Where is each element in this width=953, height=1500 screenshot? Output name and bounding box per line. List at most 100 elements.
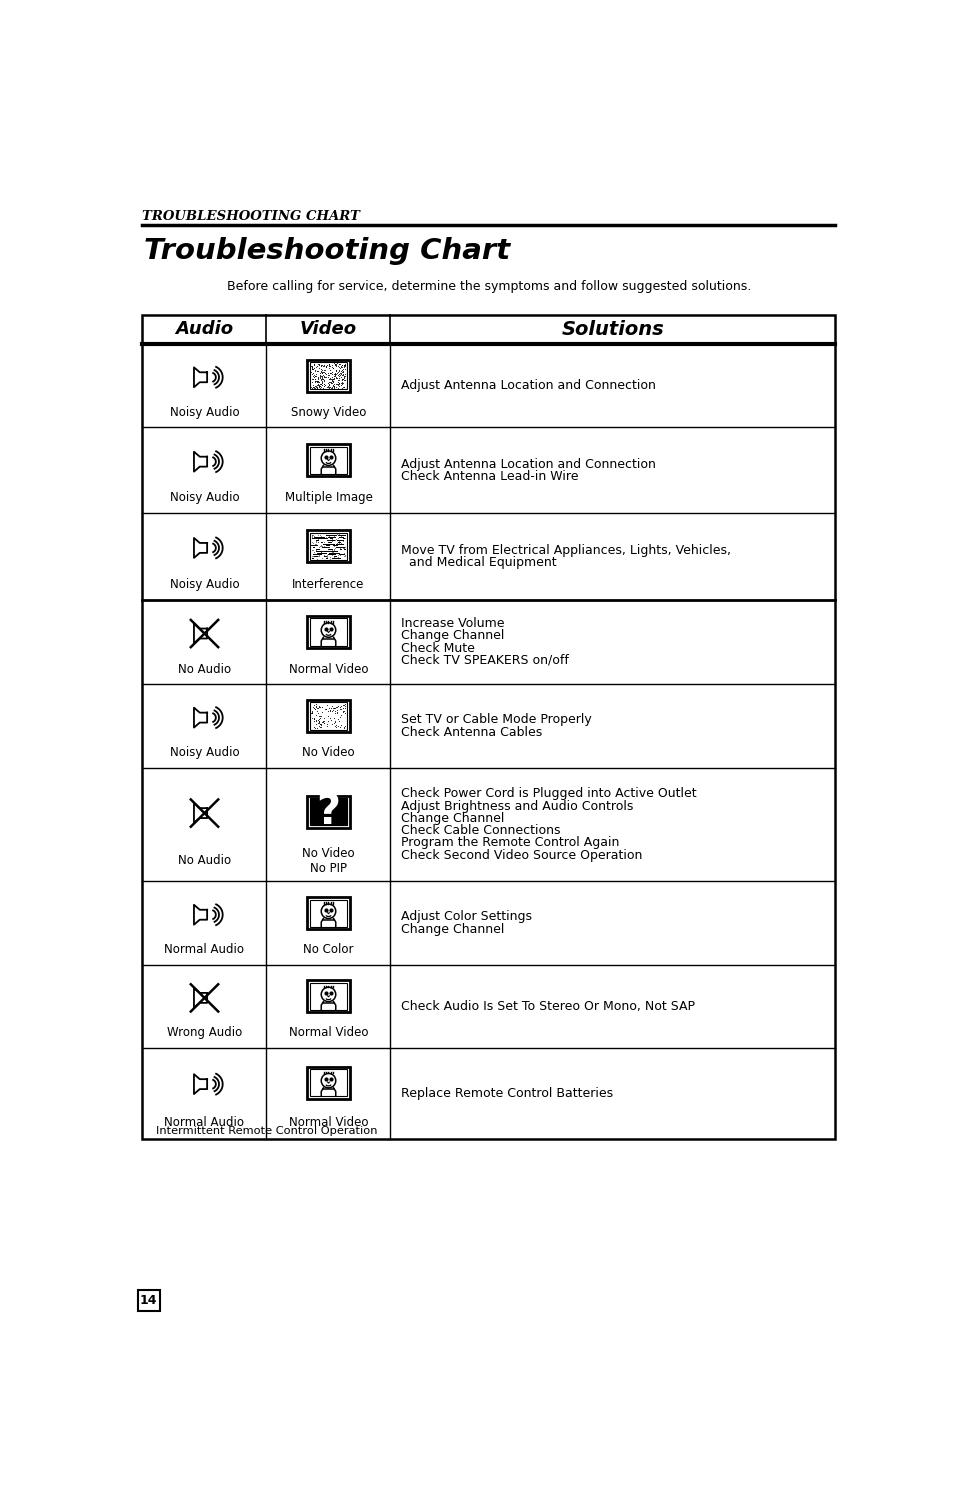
Point: [330, 368, 345, 392]
Point: [325, 374, 340, 398]
Point: [312, 543, 327, 567]
Point: [325, 699, 340, 723]
Point: [314, 358, 329, 382]
Point: [314, 368, 329, 392]
Point: [336, 693, 352, 717]
Point: [332, 537, 347, 561]
Point: [335, 368, 350, 392]
Point: [324, 538, 339, 562]
Point: [303, 375, 318, 399]
Text: Noisy Audio: Noisy Audio: [170, 578, 239, 591]
Point: [324, 525, 339, 549]
Point: [332, 352, 347, 376]
Point: [314, 372, 330, 396]
Point: [316, 352, 332, 376]
Point: [322, 546, 337, 570]
Bar: [307, 795, 350, 828]
Point: [308, 694, 323, 718]
Point: [309, 538, 324, 562]
Point: [307, 358, 322, 382]
Point: [312, 352, 327, 376]
Point: [336, 714, 352, 738]
Point: [319, 375, 335, 399]
Point: [312, 712, 327, 736]
Text: Check Cable Connections: Check Cable Connections: [401, 824, 560, 837]
Point: [307, 360, 322, 384]
Point: [324, 356, 339, 380]
Point: [316, 372, 332, 396]
Text: Noisy Audio: Noisy Audio: [170, 492, 239, 504]
Bar: [307, 444, 350, 476]
Point: [305, 375, 320, 399]
Point: [332, 522, 347, 546]
Point: [305, 357, 320, 381]
Point: [321, 372, 336, 396]
Point: [336, 354, 352, 378]
Point: [312, 364, 327, 388]
Point: [309, 699, 324, 723]
Point: [309, 375, 324, 399]
Point: [304, 357, 319, 381]
Point: [320, 375, 335, 399]
Point: [330, 693, 345, 717]
Point: [329, 366, 344, 390]
Point: [310, 364, 325, 388]
Point: [324, 369, 339, 393]
Point: [309, 374, 324, 398]
Point: [310, 360, 325, 384]
Text: No Video
No PIP: No Video No PIP: [302, 847, 355, 874]
Point: [313, 372, 328, 396]
Point: [313, 714, 328, 738]
Text: Check Antenna Cables: Check Antenna Cables: [401, 726, 542, 738]
Point: [328, 358, 343, 382]
Point: [321, 356, 336, 380]
Point: [328, 540, 343, 564]
Point: [322, 360, 337, 384]
Text: Adjust Antenna Location and Connection: Adjust Antenna Location and Connection: [401, 458, 656, 471]
Bar: [310, 532, 347, 560]
Point: [304, 524, 319, 548]
Text: Interference: Interference: [292, 578, 364, 591]
Point: [308, 532, 323, 556]
Point: [322, 362, 337, 386]
Bar: [307, 360, 350, 392]
Point: [334, 536, 349, 560]
Point: [333, 370, 348, 394]
Text: Troubleshooting Chart: Troubleshooting Chart: [144, 237, 510, 266]
Polygon shape: [193, 1074, 207, 1094]
Polygon shape: [193, 624, 207, 644]
Point: [336, 354, 352, 378]
Point: [312, 694, 327, 718]
Point: [313, 372, 328, 396]
Point: [305, 524, 320, 548]
Point: [325, 369, 340, 393]
Point: [327, 352, 342, 376]
Point: [319, 714, 335, 738]
Point: [309, 369, 324, 393]
Point: [324, 368, 339, 392]
Circle shape: [321, 987, 335, 1002]
Text: and Medical Equipment: and Medical Equipment: [401, 556, 557, 568]
Point: [315, 369, 331, 393]
Point: [335, 354, 351, 378]
Point: [316, 358, 332, 382]
Point: [313, 712, 328, 736]
Point: [307, 540, 322, 564]
Point: [305, 357, 320, 381]
Point: [336, 700, 352, 724]
Point: [332, 705, 347, 729]
Polygon shape: [193, 904, 207, 924]
Point: [336, 536, 352, 560]
Point: [335, 375, 351, 399]
Point: [314, 546, 329, 570]
Point: [330, 363, 345, 387]
Point: [331, 372, 346, 396]
Point: [313, 375, 328, 399]
Point: [333, 374, 348, 398]
Point: [310, 372, 325, 396]
Point: [325, 696, 340, 720]
Point: [319, 372, 335, 396]
Point: [308, 526, 323, 550]
Point: [304, 544, 319, 568]
Point: [335, 368, 350, 392]
